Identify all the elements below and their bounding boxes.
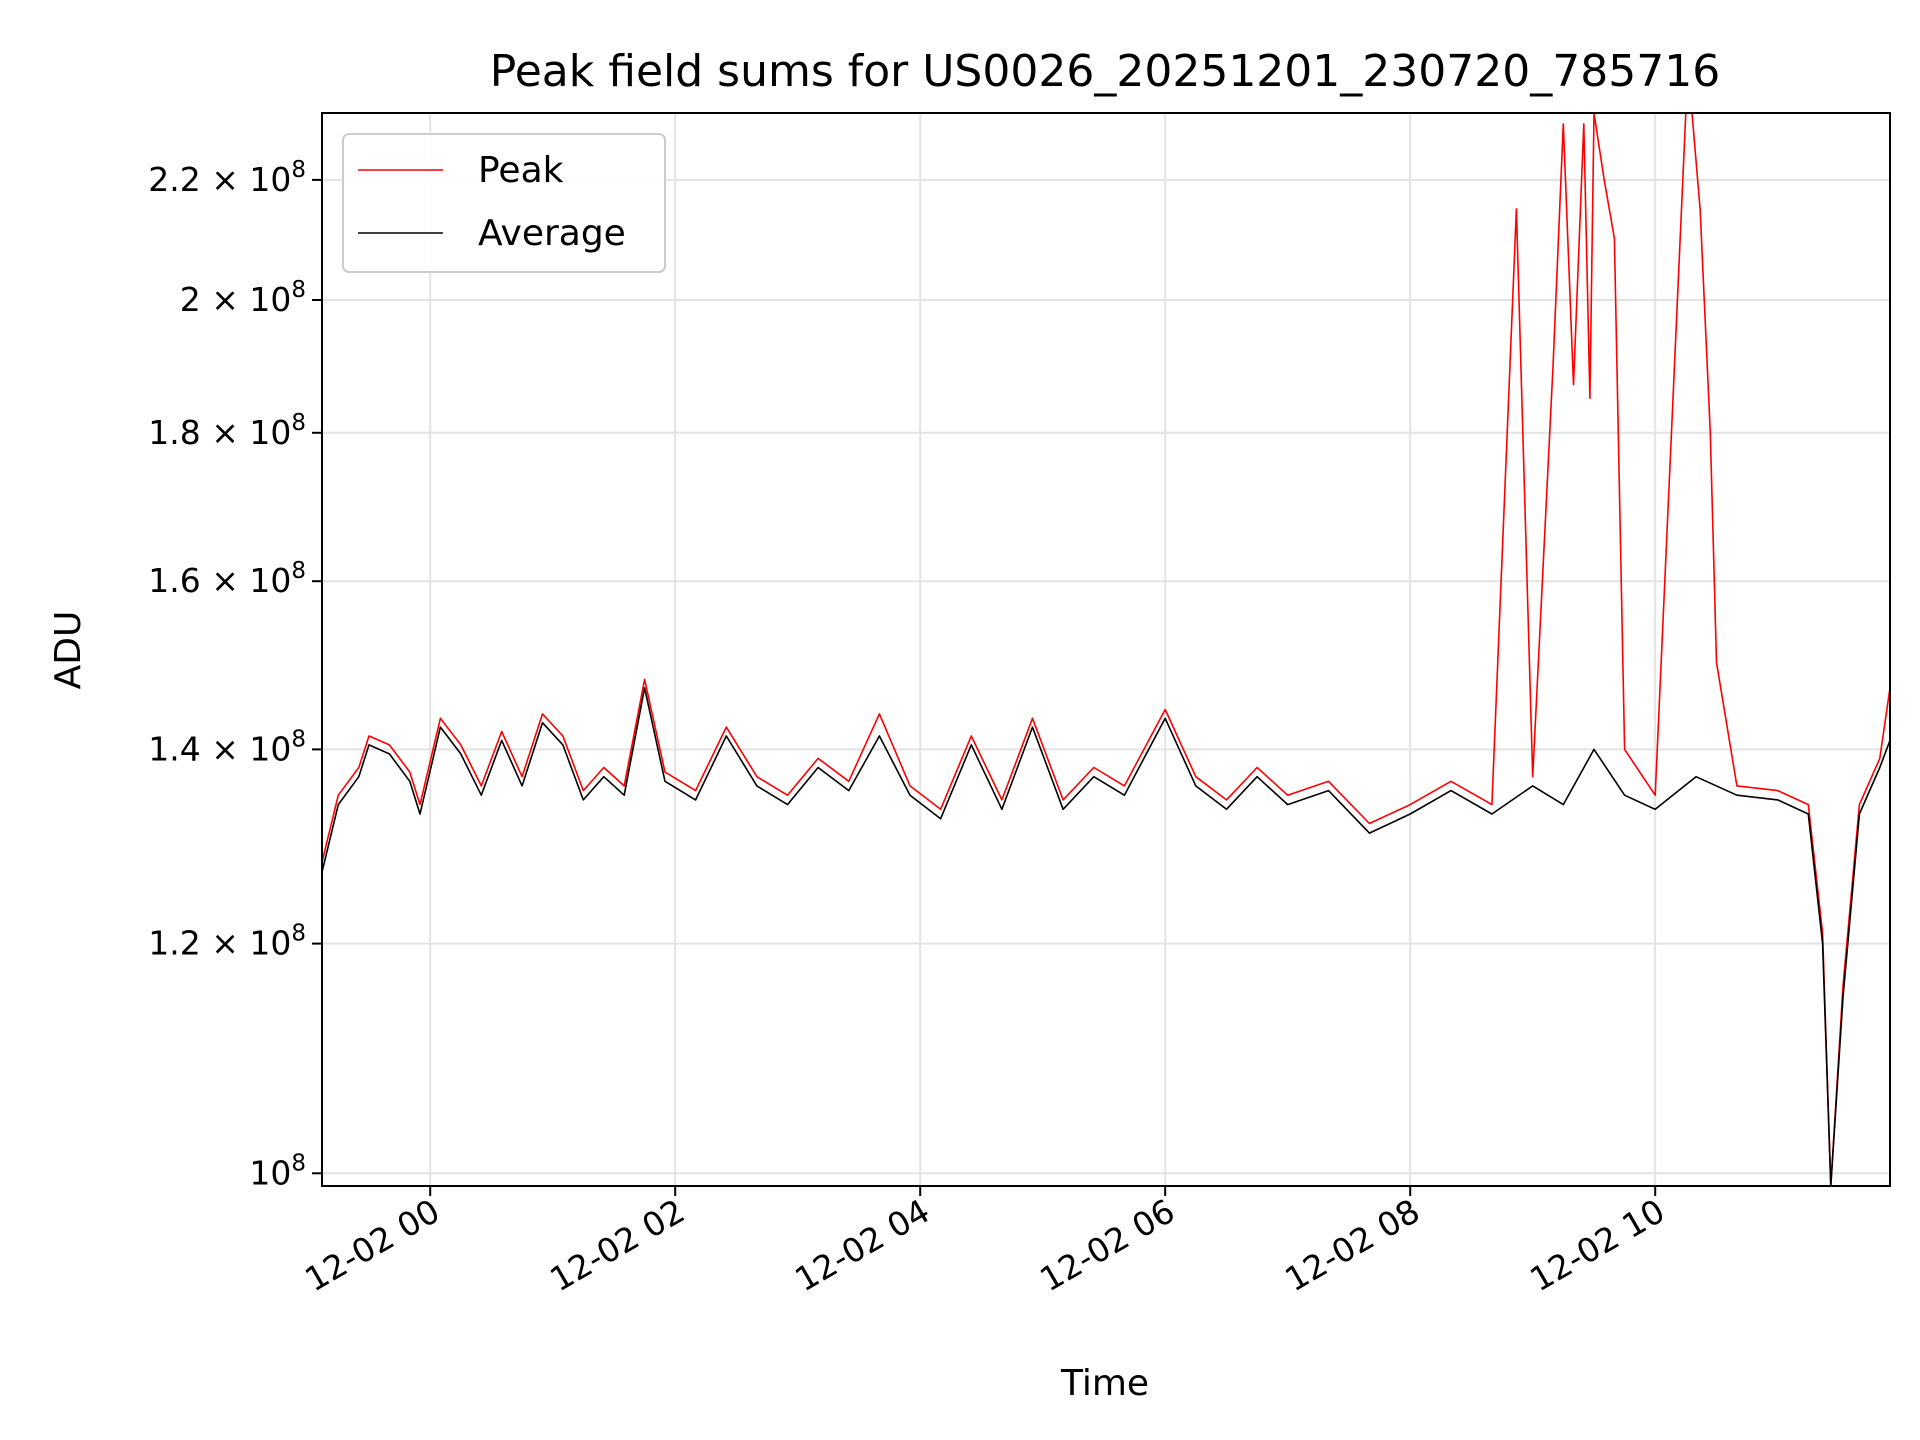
grid <box>322 113 1890 1186</box>
series-line-average <box>321 687 1891 1187</box>
legend-label-average: Average <box>478 213 626 254</box>
legend-label-peak: Peak <box>478 150 564 191</box>
series-layer <box>321 112 1891 1187</box>
y-tick-label: 1.8 × 108 <box>148 410 306 452</box>
legend-box <box>342 133 666 273</box>
y-tick-label: 1.2 × 108 <box>148 921 306 963</box>
y-axis: 108 1.2 × 108 1.4 × 108 1.6 × 108 1.8 × 108 2… <box>148 157 322 1192</box>
y-tick-label: 2.2 × 108 <box>148 157 306 199</box>
plot-frame <box>321 112 1891 1187</box>
y-tick-label: 1.6 × 108 <box>148 558 306 600</box>
y-axis-label: ADU <box>48 611 89 690</box>
series-line-peak <box>321 112 1891 1187</box>
y-tick-label: 2 × 108 <box>180 277 306 319</box>
legend: Peak Average <box>342 133 666 273</box>
chart-title: Peak field sums for US0026_20251201_2307… <box>490 46 1720 97</box>
x-axis-label: Time <box>1060 1363 1149 1404</box>
y-tick-label: 1.4 × 108 <box>148 726 306 768</box>
y-tick-label: 108 <box>249 1150 306 1192</box>
